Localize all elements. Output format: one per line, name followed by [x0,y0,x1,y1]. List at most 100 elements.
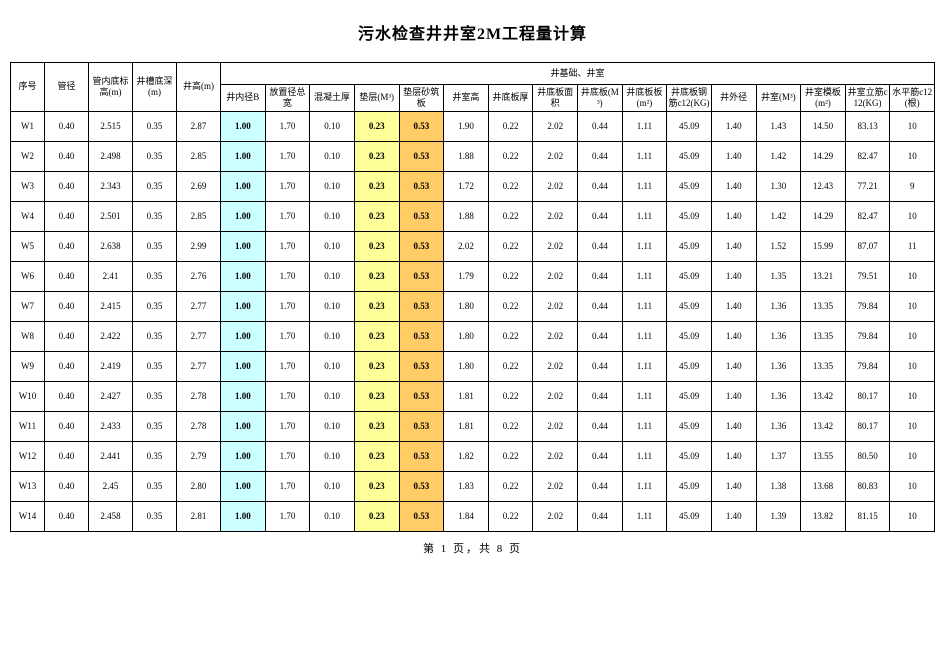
table-cell: 0.40 [45,321,89,351]
table-cell: 2.343 [89,171,133,201]
table-cell: 1.00 [221,501,266,531]
table-row: W90.402.4190.352.771.001.700.100.230.531… [11,351,935,381]
table-cell: 2.02 [533,171,578,201]
table-cell: 79.51 [845,261,890,291]
table-cell: 80.17 [845,381,890,411]
table-cell: 2.77 [177,351,221,381]
table-cell: 1.42 [756,141,801,171]
table-cell: 1.70 [265,381,310,411]
table-cell: 0.44 [578,351,623,381]
table-cell: 1.40 [711,381,756,411]
table-cell: 0.10 [310,111,355,141]
table-cell: 0.22 [488,261,533,291]
table-cell: 1.11 [622,411,667,441]
table-cell: 2.02 [533,441,578,471]
table-cell: 0.35 [133,501,177,531]
table-cell: 1.40 [711,351,756,381]
table-cell: 13.35 [801,291,846,321]
table-cell: 2.02 [444,231,489,261]
col-header: 放置径总宽 [265,85,310,112]
table-cell: 0.53 [399,441,444,471]
table-cell: 2.76 [177,261,221,291]
table-cell: 0.35 [133,141,177,171]
table-cell: 2.79 [177,441,221,471]
table-cell: W13 [11,471,45,501]
table-cell: 1.00 [221,111,266,141]
table-cell: 0.40 [45,351,89,381]
table-cell: 1.40 [711,411,756,441]
table-cell: 1.00 [221,411,266,441]
table-cell: 0.53 [399,411,444,441]
table-cell: 1.43 [756,111,801,141]
table-cell: 0.40 [45,261,89,291]
table-cell: 0.53 [399,171,444,201]
table-cell: 10 [890,321,935,351]
table-cell: 1.70 [265,501,310,531]
table-cell: 45.09 [667,291,712,321]
table-cell: 80.17 [845,411,890,441]
table-cell: 0.22 [488,441,533,471]
table-cell: 1.11 [622,201,667,231]
table-cell: 1.81 [444,381,489,411]
table-cell: 0.10 [310,291,355,321]
table-cell: 2.433 [89,411,133,441]
table-cell: 1.52 [756,231,801,261]
table-cell: 0.35 [133,201,177,231]
table-cell: 1.70 [265,201,310,231]
table-cell: 2.78 [177,411,221,441]
table-cell: 0.44 [578,411,623,441]
table-cell: 1.40 [711,201,756,231]
table-cell: 45.09 [667,381,712,411]
table-cell: 0.35 [133,111,177,141]
table-cell: 2.80 [177,471,221,501]
table-row: W50.402.6380.352.991.001.700.100.230.532… [11,231,935,261]
table-cell: 1.70 [265,351,310,381]
table-row: W40.402.5010.352.851.001.700.100.230.531… [11,201,935,231]
table-cell: 10 [890,351,935,381]
table-cell: 1.11 [622,501,667,531]
table-cell: 0.40 [45,171,89,201]
table-cell: W5 [11,231,45,261]
table-cell: 14.29 [801,141,846,171]
table-cell: 79.84 [845,291,890,321]
table-cell: 0.10 [310,231,355,261]
table-cell: 1.11 [622,261,667,291]
col-header: 井室(M³) [756,85,801,112]
table-cell: 81.15 [845,501,890,531]
table-cell: W9 [11,351,45,381]
table-cell: 1.40 [711,261,756,291]
table-cell: 1.00 [221,441,266,471]
table-cell: 1.11 [622,351,667,381]
col-header: 井底板面积 [533,85,578,112]
table-cell: 45.09 [667,351,712,381]
table-cell: 0.53 [399,141,444,171]
table-cell: W12 [11,441,45,471]
table-cell: 2.501 [89,201,133,231]
table-cell: 0.35 [133,291,177,321]
table-cell: 0.53 [399,501,444,531]
table-cell: 15.99 [801,231,846,261]
table-cell: 0.22 [488,471,533,501]
table-cell: 11 [890,231,935,261]
table-cell: 0.22 [488,321,533,351]
table-cell: 0.44 [578,381,623,411]
table-cell: 0.35 [133,471,177,501]
table-cell: 1.40 [711,291,756,321]
table-cell: 2.81 [177,501,221,531]
table-cell: 45.09 [667,321,712,351]
table-cell: 1.70 [265,111,310,141]
col-header: 井室高 [444,85,489,112]
table-cell: 0.44 [578,291,623,321]
table-cell: 0.23 [354,261,399,291]
table-cell: 0.22 [488,291,533,321]
table-cell: 1.00 [221,321,266,351]
table-cell: 0.10 [310,351,355,381]
table-cell: 1.00 [221,201,266,231]
table-cell: 0.40 [45,231,89,261]
table-cell: 0.44 [578,171,623,201]
table-cell: 0.35 [133,411,177,441]
col-header: 井高(m) [177,63,221,112]
table-cell: 2.02 [533,231,578,261]
data-table: 序号管径管内底标高(m)井槽底深(m)井高(m)井基础、井室 井内径B放置径总宽… [10,62,935,532]
table-cell: 0.35 [133,441,177,471]
